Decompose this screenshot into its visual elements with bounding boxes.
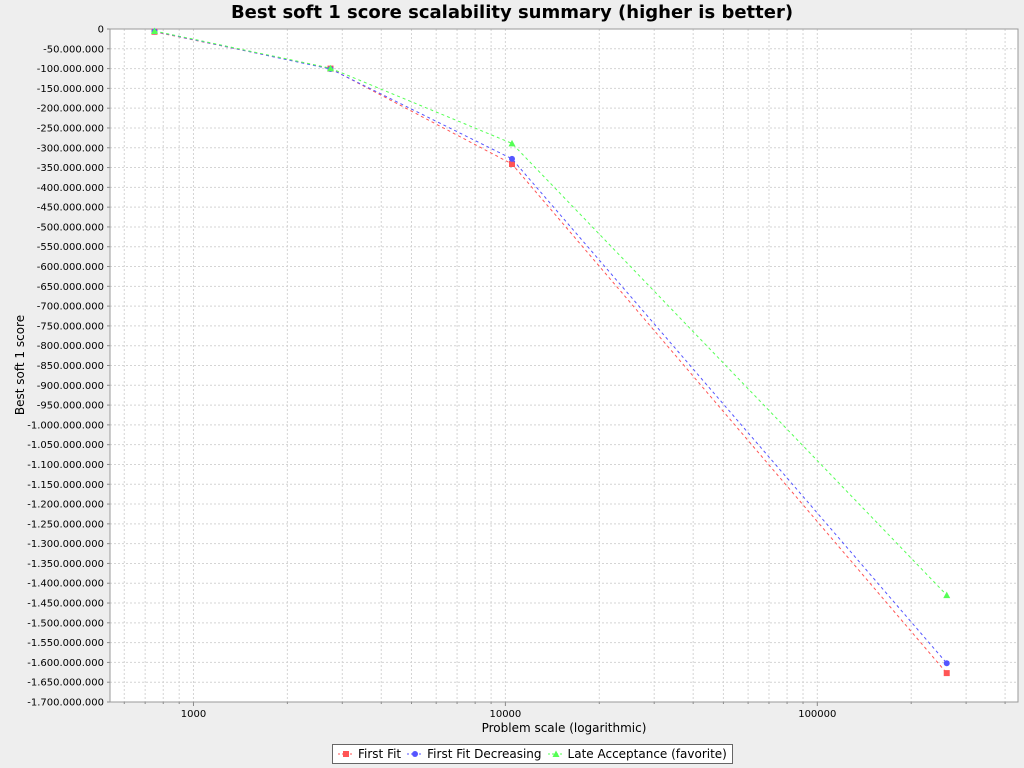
y-tick-label: -450.000.000 <box>37 203 104 214</box>
data-point-square <box>943 670 950 677</box>
data-point-triangle <box>943 591 951 599</box>
y-tick-label: -700.000.000 <box>37 302 104 313</box>
y-tick-label: -1.300.000.000 <box>27 539 104 550</box>
legend-item-first-fit-decreasing: First Fit Decreasing <box>407 747 542 761</box>
x-tick-label: 10000 <box>489 709 521 720</box>
y-tick-label: -500.000.000 <box>37 222 104 233</box>
y-tick-label: -600.000.000 <box>37 262 104 273</box>
y-tick-label: -650.000.000 <box>37 282 104 293</box>
legend-label-first-fit-decreasing: First Fit Decreasing <box>427 747 542 761</box>
data-point-circle <box>508 155 515 162</box>
y-tick-label: -900.000.000 <box>37 381 104 392</box>
triangle-marker-icon <box>547 750 564 757</box>
legend-item-late-acceptance: Late Acceptance (favorite) <box>547 747 727 761</box>
y-tick-label: -1.600.000.000 <box>27 658 104 669</box>
data-point-circle <box>943 660 950 667</box>
legend-label-late-acceptance: Late Acceptance (favorite) <box>567 747 727 761</box>
y-tick-label: -250.000.000 <box>37 123 104 134</box>
y-tick-label: -350.000.000 <box>37 163 104 174</box>
y-tick-label: -1.150.000.000 <box>27 480 104 491</box>
y-tick-label: -1.400.000.000 <box>27 579 104 590</box>
data-point-square <box>508 160 515 167</box>
y-tick-label: -1.000.000.000 <box>27 420 104 431</box>
y-tick-label: -100.000.000 <box>37 64 104 75</box>
y-tick-label: -1.650.000.000 <box>27 678 104 689</box>
y-tick-label: -950.000.000 <box>37 401 104 412</box>
y-tick-label: -1.100.000.000 <box>27 460 104 471</box>
y-tick-label: -300.000.000 <box>37 143 104 154</box>
x-axis-label: Problem scale (logarithmic) <box>481 721 647 735</box>
y-tick-label: -50.000.000 <box>43 44 104 55</box>
data-point-triangle <box>150 27 158 34</box>
y-tick-label: -850.000.000 <box>37 361 104 372</box>
y-tick-label: -1.250.000.000 <box>27 519 104 530</box>
square-marker-icon <box>338 751 354 757</box>
legend: First Fit First Fit Decreasing Late Acce… <box>332 744 733 764</box>
chart-title: Best soft 1 score scalability summary (h… <box>230 2 794 23</box>
data-point-triangle <box>508 139 516 147</box>
y-tick-label: -750.000.000 <box>37 321 104 332</box>
y-tick-label: -550.000.000 <box>37 242 104 253</box>
data-point-triangle <box>327 64 335 72</box>
y-tick-label: -1.550.000.000 <box>27 638 104 649</box>
y-tick-label: -800.000.000 <box>37 341 104 352</box>
y-tick-label: -1.700.000.000 <box>27 698 104 709</box>
series-line-2 <box>154 30 948 596</box>
x-tick-label: 100000 <box>798 709 836 720</box>
y-tick-label: -1.200.000.000 <box>27 500 104 511</box>
legend-label-first-fit: First Fit <box>358 747 402 761</box>
y-tick-label: -150.000.000 <box>37 84 104 95</box>
y-tick-label: -1.500.000.000 <box>27 618 104 629</box>
circle-marker-icon <box>407 751 424 757</box>
series-line-0 <box>154 31 948 674</box>
plot-border <box>109 28 1019 703</box>
legend-item-first-fit: First Fit <box>338 747 401 761</box>
y-tick-label: -200.000.000 <box>37 104 104 115</box>
series-line-1 <box>154 30 948 664</box>
y-tick-label: -1.350.000.000 <box>27 559 104 570</box>
y-tick-label: -400.000.000 <box>37 183 104 194</box>
y-tick-label: -1.450.000.000 <box>27 599 104 610</box>
y-tick-label: -1.050.000.000 <box>27 440 104 451</box>
y-tick-label: 0 <box>98 25 104 36</box>
x-tick-label: 1000 <box>181 709 206 720</box>
